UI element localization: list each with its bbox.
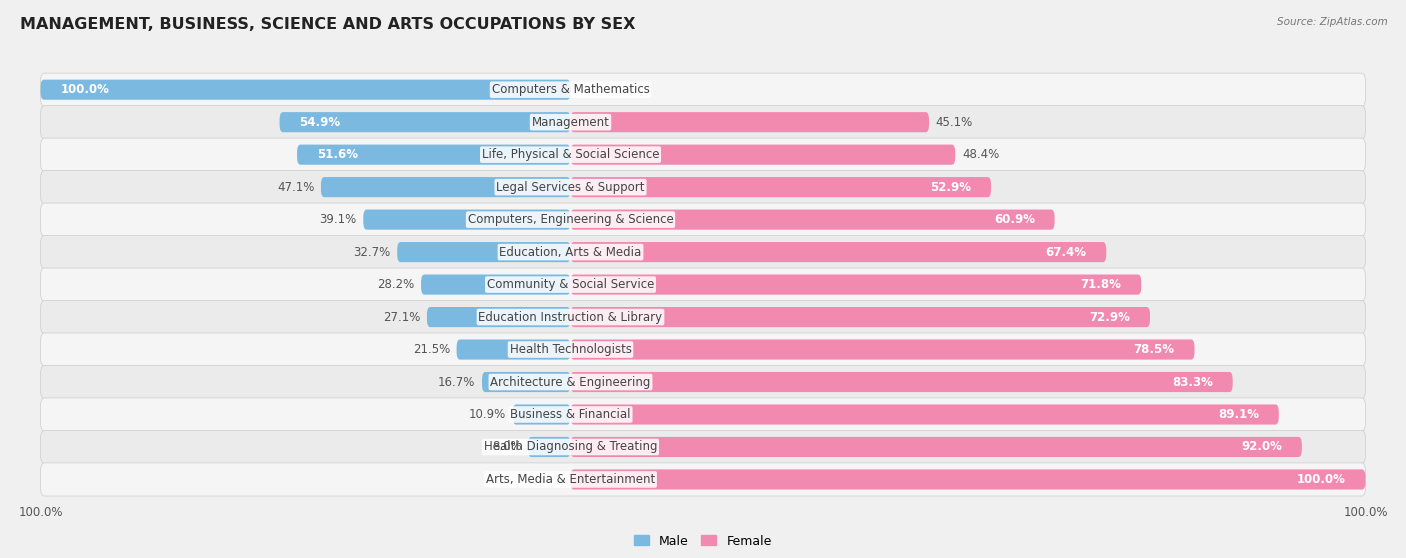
FancyBboxPatch shape	[41, 138, 1365, 171]
FancyBboxPatch shape	[41, 203, 1365, 236]
FancyBboxPatch shape	[420, 275, 571, 295]
FancyBboxPatch shape	[482, 372, 571, 392]
FancyBboxPatch shape	[41, 365, 1365, 398]
FancyBboxPatch shape	[571, 275, 1142, 295]
FancyBboxPatch shape	[398, 242, 571, 262]
Text: 71.8%: 71.8%	[1081, 278, 1122, 291]
FancyBboxPatch shape	[41, 430, 1365, 464]
Text: Computers, Engineering & Science: Computers, Engineering & Science	[468, 213, 673, 226]
Text: Health Diagnosing & Treating: Health Diagnosing & Treating	[484, 440, 657, 454]
FancyBboxPatch shape	[571, 339, 1195, 359]
FancyBboxPatch shape	[571, 242, 1107, 262]
Text: Arts, Media & Entertainment: Arts, Media & Entertainment	[486, 473, 655, 486]
FancyBboxPatch shape	[571, 307, 1150, 327]
Text: 28.2%: 28.2%	[377, 278, 415, 291]
Text: Legal Services & Support: Legal Services & Support	[496, 181, 645, 194]
Text: Business & Financial: Business & Financial	[510, 408, 631, 421]
FancyBboxPatch shape	[363, 210, 571, 230]
Text: 100.0%: 100.0%	[60, 83, 110, 96]
FancyBboxPatch shape	[513, 405, 571, 425]
FancyBboxPatch shape	[41, 463, 1365, 496]
Text: Computers & Mathematics: Computers & Mathematics	[492, 83, 650, 96]
FancyBboxPatch shape	[41, 171, 1365, 204]
FancyBboxPatch shape	[571, 405, 1279, 425]
FancyBboxPatch shape	[41, 333, 1365, 366]
FancyBboxPatch shape	[571, 145, 955, 165]
FancyBboxPatch shape	[41, 105, 1365, 139]
Text: 89.1%: 89.1%	[1218, 408, 1258, 421]
Text: 72.9%: 72.9%	[1090, 311, 1130, 324]
Text: 32.7%: 32.7%	[353, 246, 391, 258]
Text: 83.3%: 83.3%	[1173, 376, 1213, 388]
Text: Management: Management	[531, 116, 609, 129]
Text: 51.6%: 51.6%	[316, 148, 359, 161]
FancyBboxPatch shape	[41, 301, 1365, 334]
Text: 47.1%: 47.1%	[277, 181, 315, 194]
Text: 60.9%: 60.9%	[994, 213, 1035, 226]
Text: 48.4%: 48.4%	[962, 148, 1000, 161]
Text: 67.4%: 67.4%	[1046, 246, 1087, 258]
Legend: Male, Female: Male, Female	[630, 530, 776, 552]
Text: 100.0%: 100.0%	[1296, 473, 1346, 486]
Text: Life, Physical & Social Science: Life, Physical & Social Science	[482, 148, 659, 161]
FancyBboxPatch shape	[457, 339, 571, 359]
Text: 39.1%: 39.1%	[319, 213, 357, 226]
Text: MANAGEMENT, BUSINESS, SCIENCE AND ARTS OCCUPATIONS BY SEX: MANAGEMENT, BUSINESS, SCIENCE AND ARTS O…	[20, 17, 636, 32]
Text: Health Technologists: Health Technologists	[509, 343, 631, 356]
FancyBboxPatch shape	[571, 177, 991, 197]
FancyBboxPatch shape	[571, 210, 1054, 230]
FancyBboxPatch shape	[41, 398, 1365, 431]
Text: 52.9%: 52.9%	[931, 181, 972, 194]
Text: Community & Social Service: Community & Social Service	[486, 278, 654, 291]
Text: 8.0%: 8.0%	[492, 440, 522, 454]
Text: 27.1%: 27.1%	[382, 311, 420, 324]
FancyBboxPatch shape	[571, 469, 1365, 489]
Text: 54.9%: 54.9%	[299, 116, 340, 129]
Text: Education, Arts & Media: Education, Arts & Media	[499, 246, 641, 258]
Text: Source: ZipAtlas.com: Source: ZipAtlas.com	[1277, 17, 1388, 27]
Text: 78.5%: 78.5%	[1133, 343, 1174, 356]
FancyBboxPatch shape	[41, 80, 571, 100]
FancyBboxPatch shape	[571, 437, 1302, 457]
Text: 45.1%: 45.1%	[935, 116, 973, 129]
FancyBboxPatch shape	[41, 235, 1365, 268]
FancyBboxPatch shape	[571, 372, 1233, 392]
Text: 10.9%: 10.9%	[468, 408, 506, 421]
Text: 92.0%: 92.0%	[1241, 440, 1282, 454]
Text: Architecture & Engineering: Architecture & Engineering	[491, 376, 651, 388]
FancyBboxPatch shape	[297, 145, 571, 165]
FancyBboxPatch shape	[321, 177, 571, 197]
FancyBboxPatch shape	[571, 112, 929, 132]
FancyBboxPatch shape	[41, 268, 1365, 301]
Text: 21.5%: 21.5%	[413, 343, 450, 356]
Text: 16.7%: 16.7%	[439, 376, 475, 388]
FancyBboxPatch shape	[280, 112, 571, 132]
Text: Education Instruction & Library: Education Instruction & Library	[478, 311, 662, 324]
FancyBboxPatch shape	[529, 437, 571, 457]
FancyBboxPatch shape	[427, 307, 571, 327]
FancyBboxPatch shape	[41, 73, 1365, 106]
